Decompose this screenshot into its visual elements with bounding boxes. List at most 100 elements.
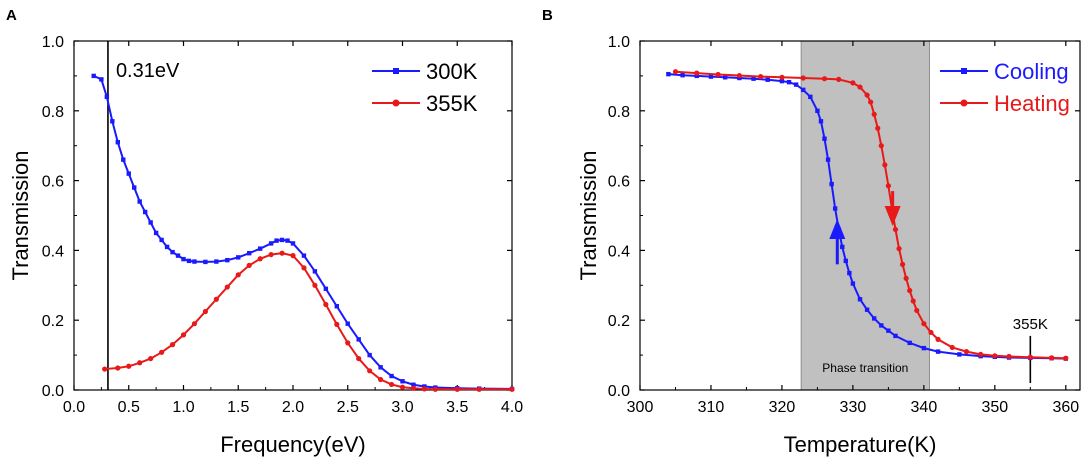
data-point [142, 209, 148, 215]
data-point [829, 181, 834, 187]
data-point [137, 199, 142, 204]
data-point [389, 373, 394, 379]
data-point [708, 74, 714, 79]
data-point [285, 238, 290, 243]
data-point [356, 337, 361, 342]
data-point [821, 76, 828, 82]
x-tick-label: 360 [1052, 399, 1079, 416]
data-point [235, 272, 241, 278]
data-point [818, 119, 824, 124]
data-point [345, 340, 351, 346]
data-point [191, 321, 198, 327]
data-point [132, 185, 137, 190]
data-point [148, 355, 154, 362]
data-point [758, 73, 764, 80]
data-point [715, 71, 721, 78]
data-point [274, 238, 279, 243]
y-tick-label: 0.0 [608, 383, 630, 400]
data-point [268, 241, 274, 246]
data-point [159, 349, 165, 355]
data-point [175, 253, 181, 258]
data-point [801, 87, 806, 93]
data-point [949, 344, 955, 351]
data-point [871, 111, 877, 117]
data-point [850, 80, 856, 86]
data-point [672, 69, 679, 75]
data-point [836, 76, 842, 82]
y-tick-label: 0.2 [608, 313, 630, 330]
data-point [878, 143, 884, 149]
data-point [224, 284, 230, 290]
data-point [126, 171, 131, 176]
data-point [181, 256, 186, 262]
data-point [808, 94, 813, 100]
data-point [722, 75, 728, 80]
data-point [882, 162, 888, 168]
data-point [879, 323, 884, 328]
data-point [323, 301, 329, 308]
data-point [432, 386, 438, 392]
y-tick-label: 0.0 [42, 383, 64, 400]
y-axis-title: Transmission [576, 151, 601, 281]
data-point [694, 70, 700, 76]
x-tick-label: 320 [769, 399, 796, 416]
data-point [279, 237, 285, 243]
data-point [843, 258, 849, 264]
temperature-marker-label: 355K [1013, 316, 1048, 333]
data-point [153, 230, 159, 236]
data-point [247, 250, 252, 256]
data-point [886, 328, 891, 333]
data-point [875, 125, 881, 131]
x-tick-label: 1.0 [172, 399, 194, 416]
data-point [115, 365, 121, 371]
data-point [978, 351, 984, 358]
phase-transition-region [800, 40, 930, 391]
x-tick-label: 330 [840, 399, 867, 416]
legend-label-355k: 355K [426, 91, 478, 116]
data-point [1027, 354, 1033, 360]
data-point [751, 76, 756, 81]
series-line-355k [104, 252, 512, 391]
panel-a: A 0.0 0.5 1.0 1.5 2.0 2.5 3.0 3.5 4.0 0.0 0.2 0.4 0.… [6, 7, 523, 457]
data-point [1006, 353, 1012, 360]
y-tick-label: 0.6 [608, 174, 630, 191]
data-point [896, 246, 902, 252]
data-point [857, 84, 863, 90]
y-tick-label: 1.0 [42, 34, 64, 51]
data-point [164, 244, 170, 250]
data-point [907, 287, 913, 294]
legend-swatch-marker [960, 99, 968, 107]
data-point [378, 376, 384, 383]
data-point [301, 253, 307, 258]
data-point [800, 75, 806, 81]
data-point [847, 270, 852, 276]
data-point [91, 73, 96, 79]
x-tick-label: 310 [698, 399, 725, 416]
direction-arrowhead-cooling [829, 218, 846, 239]
data-point [779, 74, 785, 80]
data-point [169, 342, 176, 348]
data-point [992, 353, 998, 359]
data-point [257, 246, 263, 251]
x-axis-title: Frequency(eV) [220, 432, 366, 457]
data-point [279, 250, 285, 256]
data-point [345, 321, 350, 326]
y-tick-label: 0.6 [42, 174, 64, 191]
data-point [159, 237, 164, 243]
panel-label-b: B [542, 7, 553, 24]
data-point [170, 249, 175, 255]
legend-swatch-marker [392, 99, 400, 107]
data-point [225, 257, 230, 263]
x-tick-label: 350 [981, 399, 1008, 416]
data-point [509, 386, 515, 392]
data-point [323, 286, 329, 291]
y-tick-label: 0.4 [608, 243, 630, 260]
y-tick-label: 0.4 [42, 243, 64, 260]
data-point [388, 381, 395, 388]
data-point [963, 349, 970, 355]
legend-swatch-marker [961, 68, 967, 74]
x-tick-label: 0.5 [118, 399, 140, 416]
data-point [411, 382, 416, 387]
data-point [476, 386, 482, 392]
